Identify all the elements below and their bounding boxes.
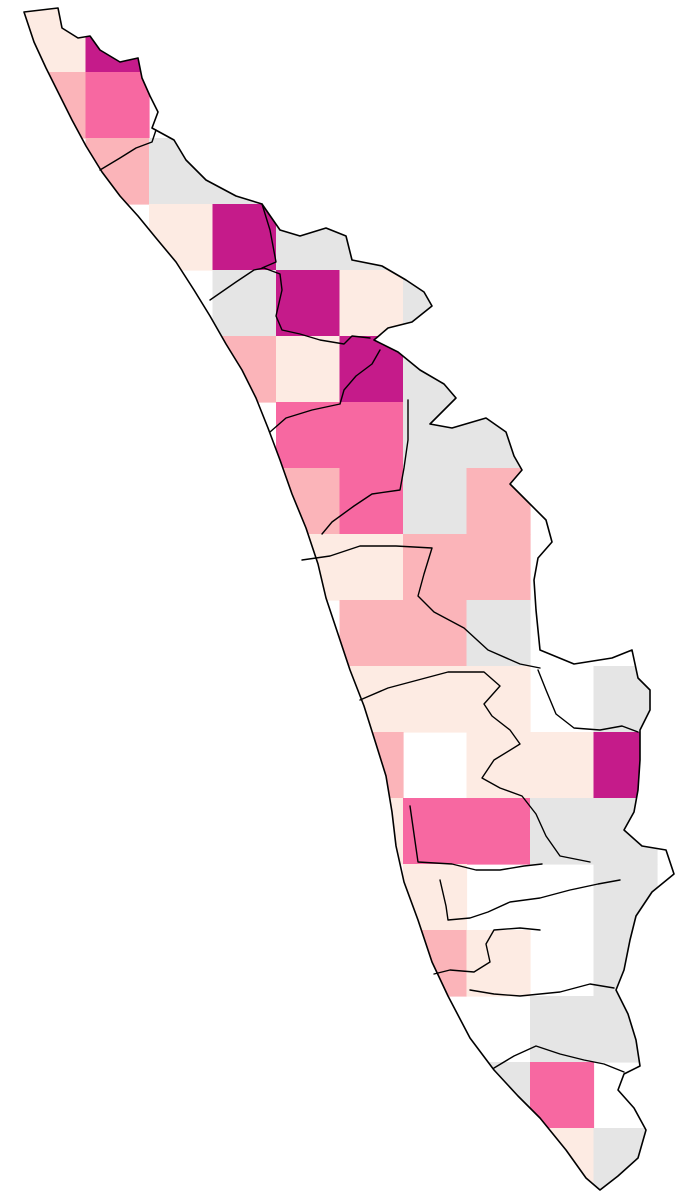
grid-cell-level-2 [212, 336, 277, 403]
grid-cell-no-data [149, 138, 214, 205]
district-border-kannur-wayanad [261, 203, 277, 269]
district-border-pathanamthitta-kollam [469, 983, 615, 997]
district-border-kottayam-alappuzha [439, 879, 621, 921]
grid-cell-level-1 [339, 666, 404, 733]
grid-cell-no-data [403, 270, 468, 337]
grid-cell-level-3 [530, 1062, 595, 1129]
grid-cell-level-3 [466, 798, 531, 865]
grid-cell-no-data [403, 336, 468, 403]
district-border-ernakulam-idukki [537, 669, 639, 733]
district-border-kasaragod-kannur [99, 129, 157, 171]
grid-cell-no-data [212, 138, 277, 205]
grid-cell-level-2 [403, 534, 468, 601]
grid-cell-level-1 [339, 534, 404, 601]
grid-cell-level-1 [276, 534, 341, 601]
grid-cell-no-data [593, 666, 658, 733]
grid-cell-no-data [593, 1128, 658, 1190]
grid-cell-level-1 [276, 336, 341, 403]
grid-cell-level-4 [212, 204, 277, 271]
grid-cell-level-4 [593, 732, 658, 799]
grid-cell-level-2 [85, 138, 150, 205]
grid-cell-level-1 [466, 666, 531, 733]
grid-cell-level-2 [339, 732, 404, 799]
grid-cell-level-1 [24, 8, 87, 73]
district-border-alappuzha-pathanamthitta [433, 927, 541, 975]
grid-cell-no-data [466, 402, 531, 469]
grid-cell-level-1 [403, 864, 468, 931]
district-border-kollam-thiruvananthapuram [493, 1045, 625, 1073]
state-outline [23, 7, 675, 1191]
grid-cell-no-data [276, 204, 341, 271]
grid-cell-level-4 [339, 336, 404, 403]
grid-cell-level-1 [466, 930, 531, 997]
grid-cell-level-4 [85, 8, 150, 73]
grid-cell-no-data [339, 204, 404, 271]
grid-cell-level-2 [403, 600, 468, 667]
grid-cell-level-3 [339, 402, 404, 469]
district-border-ernakulam-kottayam [409, 805, 543, 871]
grid-cell-level-3 [339, 468, 404, 535]
grid-cell-level-1 [466, 732, 531, 799]
grid-cell-no-data [530, 996, 595, 1063]
grid-cell-level-4 [276, 270, 341, 337]
grid-cell-level-2 [339, 600, 404, 667]
grid-cell-level-1 [149, 204, 214, 271]
grid-cell-level-2 [403, 930, 468, 997]
grid-cells [24, 8, 658, 1190]
grid-cell-level-1 [339, 270, 404, 337]
grid-cell-no-data [466, 1062, 531, 1129]
grid-cell-level-2 [466, 534, 531, 601]
grid-cell-level-2 [466, 468, 531, 535]
grid-cell-level-3 [276, 402, 341, 469]
district-border-kozhikode-malappuram [269, 349, 381, 433]
grid-cell-level-3 [403, 798, 468, 865]
district-border-kannur-kozhikode [209, 267, 371, 345]
grid-cell-no-data [530, 798, 595, 865]
grid-cell-level-1 [530, 1128, 595, 1190]
district-border-thrissur-ernakulam [359, 671, 591, 863]
grid-cell-level-3 [85, 72, 150, 139]
district-border-malappuram-palakkad [321, 399, 409, 535]
grid-cell-level-1 [530, 732, 595, 799]
grid-cell-no-data [212, 270, 277, 337]
grid-cell-no-data [403, 468, 468, 535]
grid-cell-no-data [593, 996, 658, 1063]
grid-cell-level-1 [403, 666, 468, 733]
grid-cell-no-data [466, 600, 531, 667]
district-borders [23, 7, 675, 1191]
grid-cell-no-data [403, 402, 468, 469]
district-border-palakkad-thrissur [301, 545, 541, 669]
